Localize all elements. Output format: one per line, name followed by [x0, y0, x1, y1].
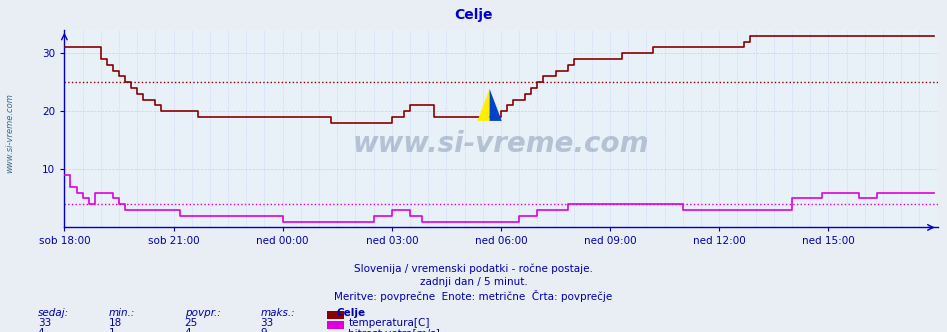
Text: Celje: Celje	[336, 308, 366, 318]
Text: www.si-vreme.com: www.si-vreme.com	[352, 130, 650, 158]
Text: Celje: Celje	[455, 8, 492, 22]
Text: www.si-vreme.com: www.si-vreme.com	[5, 93, 14, 173]
Text: 33: 33	[38, 318, 51, 328]
Text: 1: 1	[109, 328, 116, 332]
Text: 18: 18	[109, 318, 122, 328]
Text: temperatura[C]: temperatura[C]	[348, 318, 430, 328]
Text: povpr.:: povpr.:	[185, 308, 221, 318]
Text: Slovenija / vremenski podatki - ročne postaje.: Slovenija / vremenski podatki - ročne po…	[354, 264, 593, 275]
Text: 4: 4	[185, 328, 191, 332]
Text: sedaj:: sedaj:	[38, 308, 69, 318]
Polygon shape	[490, 89, 502, 121]
Text: 9: 9	[260, 328, 267, 332]
Text: 33: 33	[260, 318, 274, 328]
Text: zadnji dan / 5 minut.: zadnji dan / 5 minut.	[420, 277, 527, 287]
Polygon shape	[477, 89, 490, 121]
Text: maks.:: maks.:	[260, 308, 295, 318]
Text: 4: 4	[38, 328, 45, 332]
Text: 25: 25	[185, 318, 198, 328]
Text: hitrost vetra[m/s]: hitrost vetra[m/s]	[348, 328, 440, 332]
Text: Meritve: povprečne  Enote: metrične  Črta: povprečje: Meritve: povprečne Enote: metrične Črta:…	[334, 290, 613, 302]
Text: min.:: min.:	[109, 308, 135, 318]
